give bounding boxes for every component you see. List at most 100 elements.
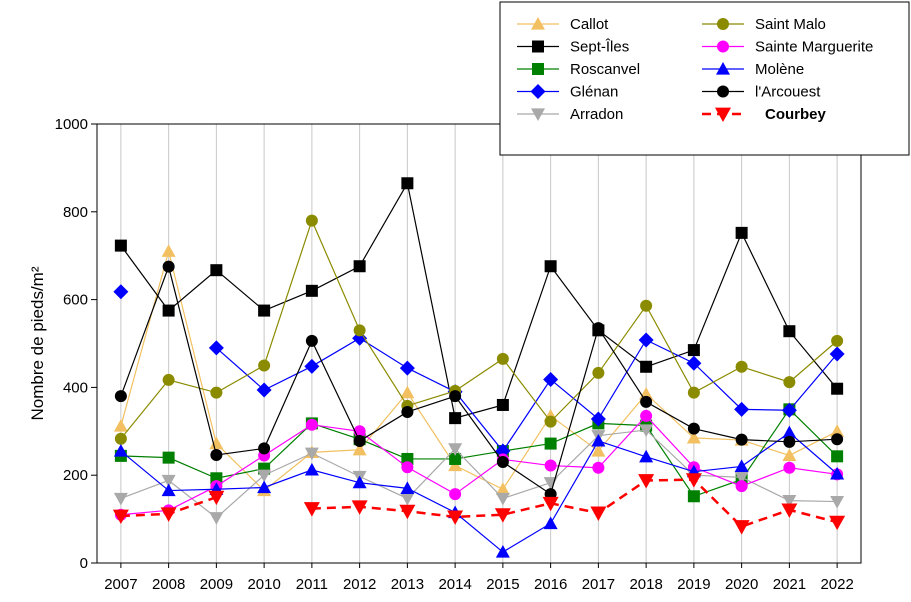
plot-frame [96, 123, 862, 564]
data-point-callot-2013 [400, 385, 415, 399]
data-point-glenan-2020 [734, 401, 750, 417]
y-tick-label-800: 800 [63, 204, 88, 221]
series-l-arcouest [114, 260, 844, 501]
data-point-molene-2021 [782, 425, 797, 439]
data-point-arradon-2007 [113, 492, 128, 506]
x-tick-label-2016: 2016 [534, 576, 567, 593]
series-line-arradon-0 [120, 429, 838, 519]
data-point-courbey-2012 [351, 500, 368, 515]
data-point-saint-malo-2016 [544, 415, 557, 428]
data-point-glenan-2018 [638, 332, 654, 348]
data-point-l-arcouest-2013 [401, 405, 414, 418]
data-point-saint-malo-2018 [640, 299, 653, 312]
data-point-l-arcouest-2015 [496, 456, 509, 469]
data-point-l-arcouest-2017 [592, 322, 605, 335]
legend-item-molene: Molène [702, 61, 804, 78]
legend-marker-glenan [530, 84, 546, 99]
data-point-l-arcouest-2012 [353, 434, 366, 447]
data-point-arradon-2010 [257, 469, 272, 483]
y-tick-label-400: 400 [63, 379, 88, 396]
x-tick-label-2008: 2008 [152, 576, 185, 593]
data-point-l-arcouest-2010 [258, 442, 271, 455]
data-point-courbey-2007 [112, 509, 129, 525]
data-point-courbey-2020 [733, 520, 750, 535]
data-point-callot-2019 [686, 430, 701, 444]
data-point-molene-2022 [830, 466, 845, 480]
data-point-saint-malo-2008 [162, 373, 175, 386]
legend-item-arradon: Arradon [517, 106, 623, 123]
data-point-molene-2008 [161, 483, 176, 497]
series-sept-iles [114, 177, 844, 425]
series-courbey [112, 473, 846, 535]
data-point-molene-2011 [304, 462, 319, 476]
data-point-courbey-2017 [590, 506, 607, 521]
x-tick-label-2009: 2009 [200, 576, 233, 593]
legend-item-sept-iles: Sept-Îles [517, 39, 629, 56]
data-point-molene-2016 [543, 516, 558, 530]
x-tick-label-2017: 2017 [582, 576, 615, 593]
data-point-callot-2007 [113, 419, 128, 432]
data-point-saint-malo-2015 [496, 352, 509, 365]
legend-marker-l-arcouest [717, 85, 729, 98]
data-point-molene-2007 [113, 444, 128, 457]
data-point-courbey-2013 [399, 504, 416, 520]
series-line-molene-0 [120, 431, 838, 553]
axes [96, 123, 862, 564]
data-point-sainte-marguerite-2018 [640, 409, 653, 422]
x-tick-label-2011: 2011 [296, 576, 328, 593]
y-axis-title: Nombre de pieds/m² [28, 266, 47, 420]
data-point-l-arcouest-2011 [305, 334, 318, 347]
x-tick-label-2018: 2018 [629, 576, 662, 593]
y-tick-labels: 0 200 400 600 800 1000 [55, 116, 97, 572]
data-point-sept-iles-2008 [162, 304, 175, 317]
data-point-sept-iles-2014 [449, 412, 462, 425]
x-tick-label-2020: 2020 [725, 576, 758, 593]
legend-item-courbey: Courbey [702, 106, 827, 123]
legend-label-molene: Molène [755, 61, 804, 78]
data-point-glenan-2010 [256, 382, 272, 398]
data-point-l-arcouest-2008 [162, 260, 175, 273]
legend-marker-sept-iles [532, 40, 544, 53]
data-point-arradon-2015 [495, 492, 510, 506]
legend-label-l-arcouest: l'Arcouest [755, 84, 821, 101]
data-point-courbey-2009 [208, 490, 225, 506]
data-point-callot-2021 [782, 448, 797, 462]
data-point-molene-2012 [352, 475, 367, 489]
data-point-glenan-2021 [781, 402, 797, 418]
data-point-saint-malo-2019 [687, 386, 700, 399]
data-point-courbey-2011 [303, 502, 320, 517]
grid-lines [120, 124, 838, 563]
x-tick-label-2019: 2019 [677, 576, 710, 593]
series-line-courbey-1 [311, 478, 838, 528]
data-point-courbey-2022 [829, 515, 846, 531]
data-point-courbey-2016 [542, 496, 559, 512]
data-point-glenan-2016 [543, 371, 559, 387]
data-point-saint-malo-2020 [735, 360, 748, 373]
x-tick-label-2015: 2015 [486, 576, 519, 593]
data-point-arradon-2022 [830, 495, 845, 509]
data-point-molene-2017 [591, 433, 606, 447]
legend-box [499, 1, 910, 156]
data-point-saint-malo-2021 [783, 376, 796, 389]
data-point-arradon-2009 [209, 512, 224, 525]
legend-label-sainte-marguerite: Sainte Marguerite [755, 39, 873, 56]
data-point-glenan-2019 [686, 355, 702, 371]
series-molene [113, 425, 845, 558]
data-point-sept-iles-2012 [353, 260, 366, 273]
data-point-sainte-marguerite-2016 [544, 459, 557, 472]
x-tick-labels: 2007 2008 2009 2010 2011 2012 2013 2014 2015 2016… [104, 563, 854, 593]
series-glenan [113, 284, 845, 459]
data-point-molene-2015 [495, 545, 510, 558]
data-point-courbey-2015 [494, 508, 511, 523]
series-layer [112, 177, 846, 558]
legend-marker-roscanvel [532, 63, 544, 75]
data-point-saint-malo-2010 [258, 359, 271, 372]
legend-marker-callot [531, 17, 545, 30]
data-point-roscanvel-2008 [162, 451, 175, 464]
data-point-arradon-2008 [161, 474, 176, 488]
data-point-sept-iles-2013 [401, 177, 414, 190]
series-line-glenan-1 [215, 337, 838, 453]
data-point-arradon-2014 [448, 443, 463, 456]
legend-label-callot: Callot [570, 16, 609, 33]
series-line-sept-iles-0 [120, 181, 838, 419]
